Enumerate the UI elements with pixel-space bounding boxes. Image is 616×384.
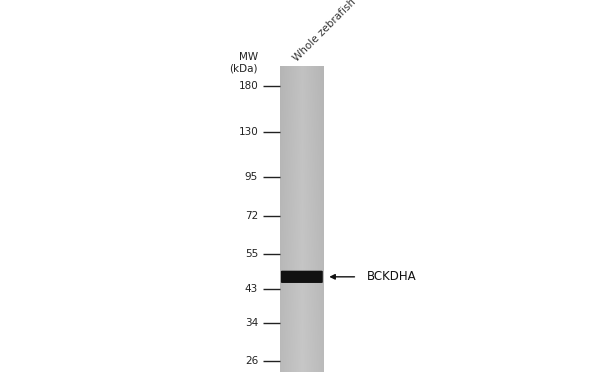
- Text: 34: 34: [245, 318, 258, 328]
- Text: MW: MW: [239, 52, 258, 62]
- FancyBboxPatch shape: [281, 271, 323, 283]
- Text: Whole zebrafish: Whole zebrafish: [292, 0, 358, 63]
- Text: 95: 95: [245, 172, 258, 182]
- Text: 26: 26: [245, 356, 258, 366]
- Text: 180: 180: [238, 81, 258, 91]
- Text: 130: 130: [238, 127, 258, 137]
- Text: 72: 72: [245, 211, 258, 221]
- Text: 43: 43: [245, 285, 258, 295]
- Text: (kDa): (kDa): [230, 63, 258, 73]
- Text: 55: 55: [245, 250, 258, 260]
- Bar: [280, 67, 323, 372]
- Text: BCKDHA: BCKDHA: [367, 270, 416, 283]
